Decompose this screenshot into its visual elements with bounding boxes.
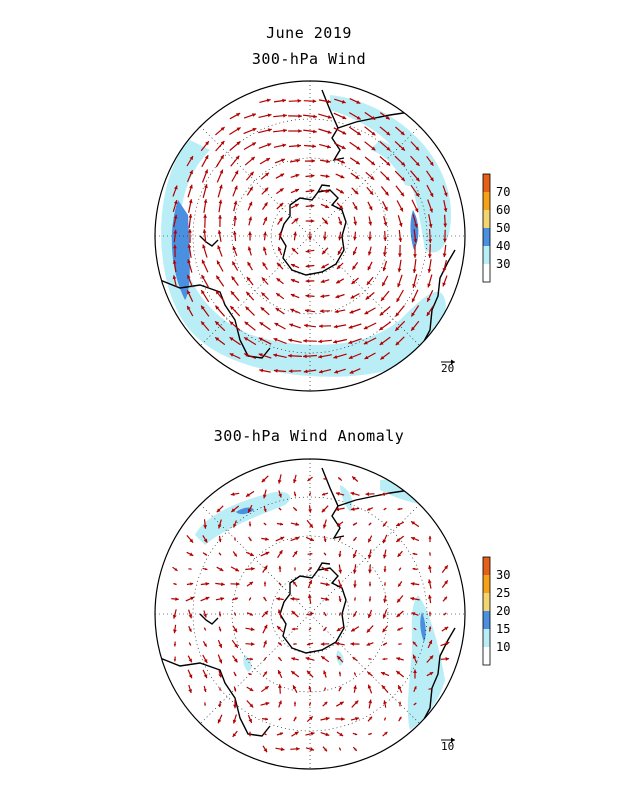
colorbar-tick-60: 60 xyxy=(496,203,510,217)
colorbar-tick-50: 50 xyxy=(496,221,510,235)
reference-vector-anomaly: 10 xyxy=(441,737,455,753)
colorbar-anomaly: 30 25 20 15 10 xyxy=(482,556,510,666)
colorbar-tick-40: 40 xyxy=(496,239,510,253)
panel-title-anomaly: 300-hPa Wind Anomaly xyxy=(213,427,405,445)
grid-anomaly xyxy=(155,459,465,769)
wind-vectors xyxy=(172,98,448,374)
colorbar-tick-10: 10 xyxy=(496,640,510,654)
reference-vector-wind: 20 xyxy=(441,359,455,375)
reference-vector-label-anomaly: 10 xyxy=(441,740,454,753)
colorbar-tick-30: 30 xyxy=(496,257,510,271)
colorbar-tick-30: 30 xyxy=(496,568,510,582)
colorbar-wind: 70 60 50 40 30 xyxy=(482,173,510,283)
grid-wind xyxy=(155,81,465,391)
reference-vector-label-wind: 20 xyxy=(441,362,454,375)
colorbar-tick-25: 25 xyxy=(496,586,510,600)
wind-map: 20 70 60 50 40 30 xyxy=(154,80,510,392)
map-border-anomaly xyxy=(154,458,466,770)
colorbar-tick-70: 70 xyxy=(496,185,510,199)
figure-title: June 2019 xyxy=(266,24,352,42)
anomaly-shading xyxy=(195,479,445,730)
anomaly-vectors xyxy=(171,474,450,753)
panel-title-wind: 300-hPa Wind xyxy=(251,50,367,68)
anomaly-map: 10 30 25 20 15 10 xyxy=(154,458,510,770)
colorbar-tick-15: 15 xyxy=(496,622,510,636)
map-border-wind xyxy=(154,80,466,392)
colorbar-tick-20: 20 xyxy=(496,604,510,618)
